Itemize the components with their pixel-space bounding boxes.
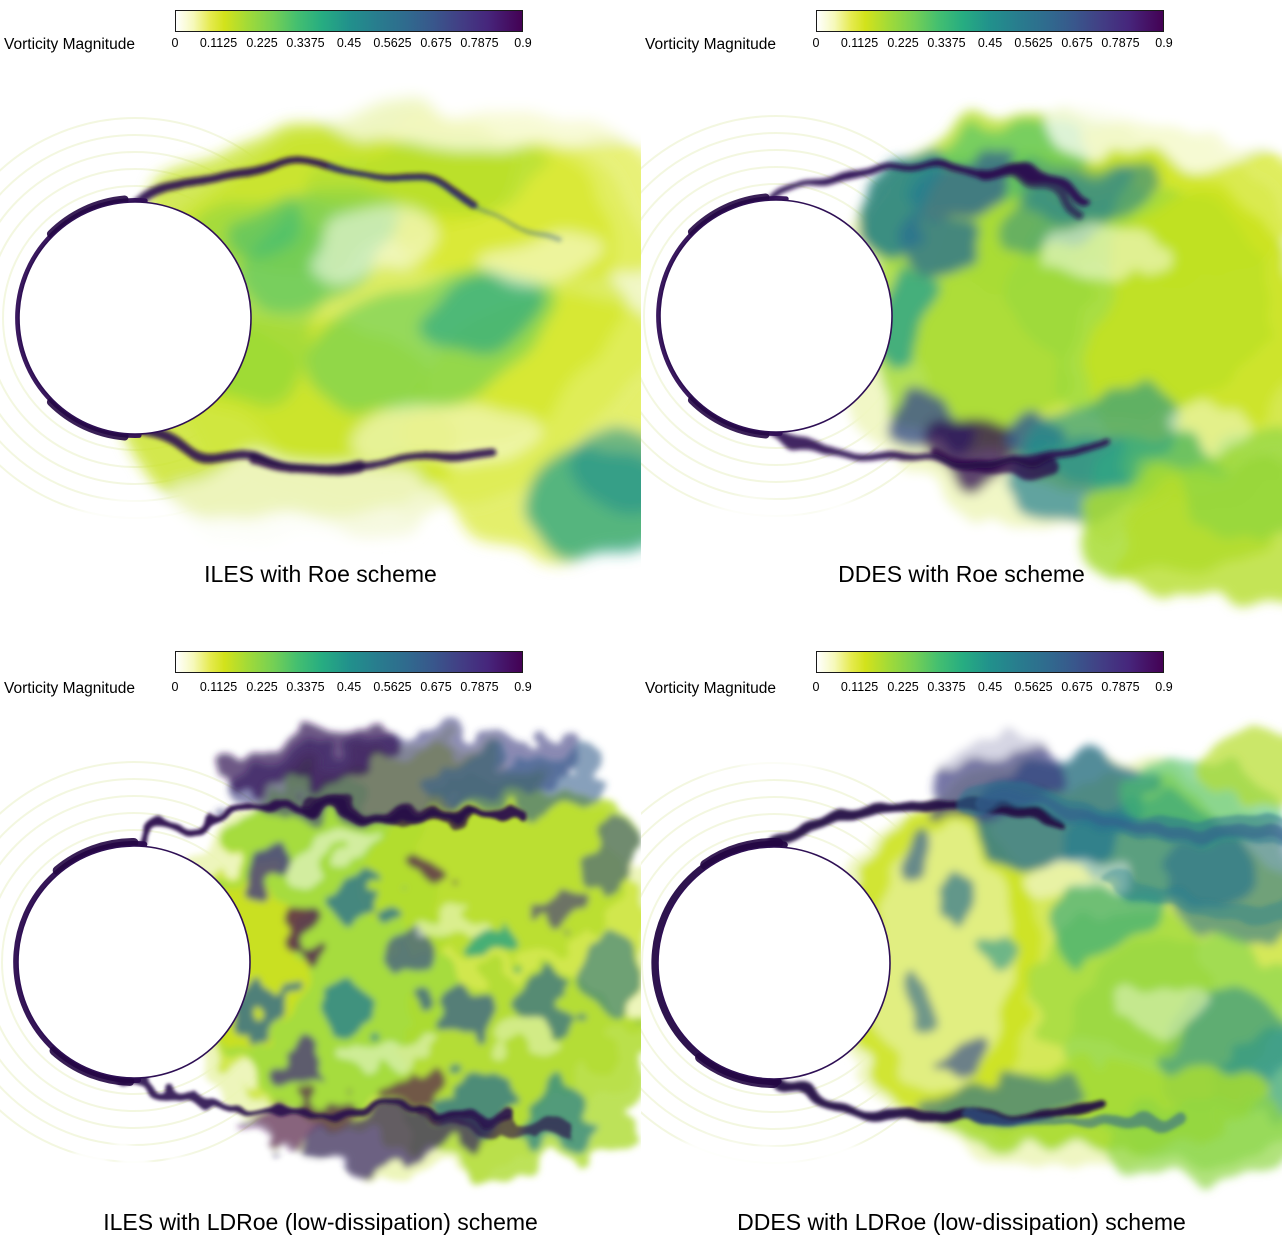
flow-field-ddes-ldroe [641, 686, 1282, 1240]
panel-caption: DDES with LDRoe (low-dissipation) scheme [737, 1209, 1186, 1235]
panel-caption: DDES with Roe scheme [838, 561, 1085, 587]
panel-iles-ldroe: Vorticity Magnitude 0 0.1125 0.225 0.3375 0.… [0, 620, 641, 1240]
flow-field-ddes-roe [641, 57, 1282, 611]
panel-iles-roe: Vorticity Magnitude 0 0.1125 0.225 0.3375 0.… [0, 0, 641, 620]
panel-caption: ILES with LDRoe (low-dissipation) scheme [103, 1209, 538, 1235]
flow-field-iles-ldroe [0, 728, 641, 1240]
panel-ddes-roe: Vorticity Magnitude 0 0.1125 0.225 0.3375 0.… [641, 0, 1282, 620]
panel-caption: ILES with Roe scheme [204, 561, 437, 587]
flow-field-iles-roe [0, 53, 641, 605]
panel-ddes-ldroe: Vorticity Magnitude 0 0.1125 0.225 0.3375 0.… [641, 620, 1282, 1240]
